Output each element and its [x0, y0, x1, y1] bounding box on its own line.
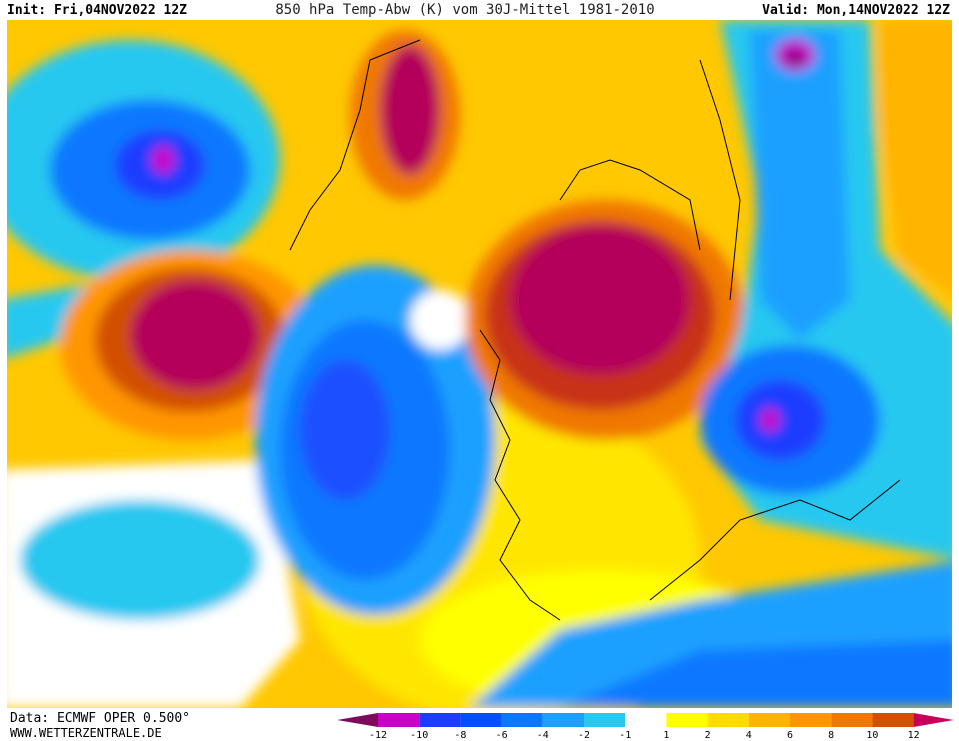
colorbar-label: -1 — [619, 730, 631, 741]
colorbar-label: 8 — [828, 730, 834, 741]
colorbar-label: 4 — [746, 730, 752, 741]
map-title: 850 hPa Temp-Abw (K) vom 30J-Mittel 1981… — [275, 2, 654, 18]
colorbar-label: -8 — [454, 730, 466, 741]
colorbar-segment — [542, 713, 584, 727]
colorbar-segment — [872, 713, 914, 727]
colorbar-label: -6 — [496, 730, 508, 741]
colorbar-end — [337, 713, 378, 727]
colorbar-label: -12 — [369, 730, 387, 741]
colorbar-segment — [460, 713, 502, 727]
colorbar-label: 2 — [705, 730, 711, 741]
colorbar-label: 12 — [908, 730, 920, 741]
colorbar-label: 10 — [866, 730, 878, 741]
colorbar-segment — [790, 713, 832, 727]
data-source: Data: ECMWF OPER 0.500° — [10, 711, 190, 726]
site-url: WWW.WETTERZENTRALE.DE — [10, 726, 162, 740]
colorbar-segment — [419, 713, 461, 727]
colorbar-label: -2 — [578, 730, 590, 741]
colorbar-segment — [831, 713, 873, 727]
init-label: Init: Fri,04NOV2022 12Z — [7, 3, 187, 18]
colorbar-label: 6 — [787, 730, 793, 741]
colorbar-end — [913, 713, 954, 727]
colorbar-segment — [378, 713, 420, 727]
colorbar-segment — [666, 713, 708, 727]
colorbar-segment — [584, 713, 626, 727]
colorbar-label: 1 — [663, 730, 669, 741]
colorbar: -12 -10 -8 -6 -4 -2 -1 1 2 4 6 8 10 12 — [337, 713, 954, 741]
anomaly-field — [7, 20, 952, 708]
colorbar-segment — [501, 713, 543, 727]
colorbar-label: -4 — [537, 730, 549, 741]
valid-label: Valid: Mon,14NOV2022 12Z — [762, 3, 950, 18]
colorbar-segment — [707, 713, 749, 727]
coastlines — [289, 39, 901, 621]
colorbar-segment — [748, 713, 790, 727]
colorbar-segment — [625, 713, 667, 727]
colorbar-label: -10 — [410, 730, 428, 741]
